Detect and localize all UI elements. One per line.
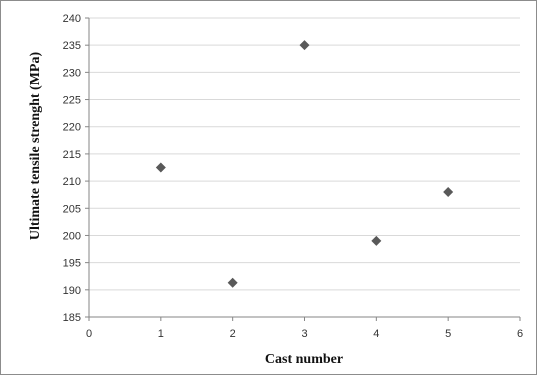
x-tick-label: 4	[373, 328, 379, 340]
y-tick-label: 205	[63, 203, 81, 215]
y-tick-label: 190	[63, 285, 81, 297]
y-tick-label: 185	[63, 312, 81, 324]
y-tick-label: 235	[63, 40, 81, 52]
data-point-cast-4	[371, 235, 382, 246]
x-tick-label: 2	[230, 328, 236, 340]
y-tick-label: 215	[63, 149, 81, 161]
y-tick-label: 210	[63, 176, 81, 188]
x-tick-label: 0	[86, 328, 92, 340]
x-tick-label: 5	[445, 328, 451, 340]
x-tick-label: 6	[517, 328, 523, 340]
y-tick-label: 225	[63, 95, 81, 107]
x-tick-label: 1	[158, 328, 164, 340]
x-tick-label: 3	[301, 328, 307, 340]
data-point-cast-5	[443, 186, 454, 197]
y-tick-label: 195	[63, 258, 81, 270]
y-axis-title: Ultimate tensile strenght (MPa)	[28, 52, 43, 241]
y-tick-label: 240	[63, 13, 81, 25]
y-tick-label: 200	[63, 230, 81, 242]
data-point-cast-2	[227, 277, 238, 288]
x-axis-title: Cast number	[265, 352, 343, 367]
y-tick-label: 220	[63, 122, 81, 134]
y-tick-label: 230	[63, 67, 81, 79]
gridlines	[89, 17, 520, 291]
data-point-cast-1	[155, 162, 166, 173]
data-point-cast-3	[299, 40, 310, 51]
axes	[85, 17, 521, 321]
data-points	[155, 40, 454, 288]
